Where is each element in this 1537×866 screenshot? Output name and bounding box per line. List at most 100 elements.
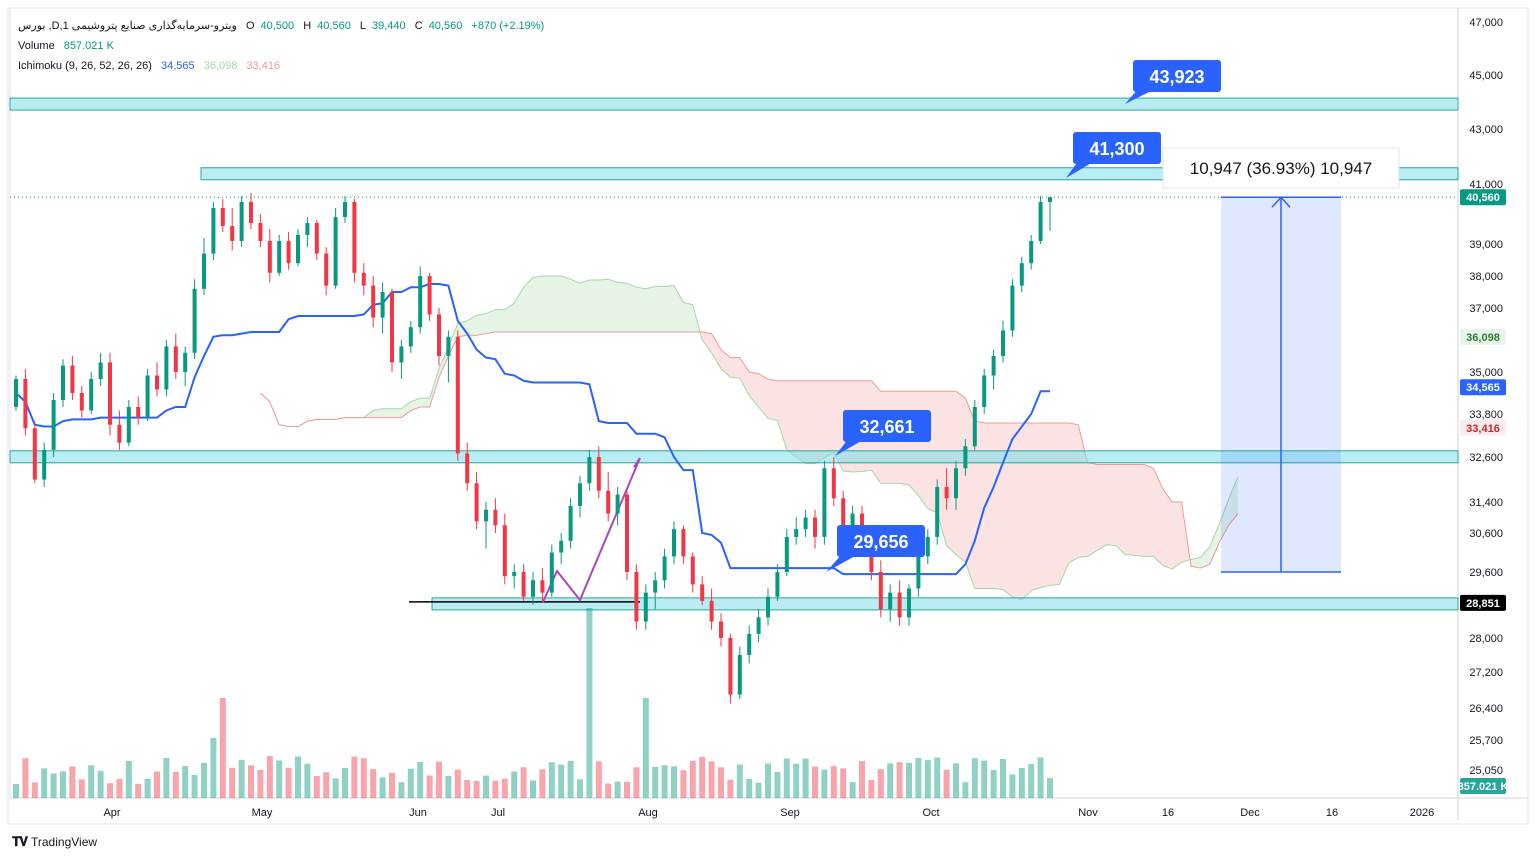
volume-bar <box>426 775 433 798</box>
cloud-segment <box>523 277 533 332</box>
candle-body <box>446 336 451 356</box>
cloud-segment <box>711 333 721 369</box>
price-badge: 857.021 K <box>1458 778 1508 794</box>
volume-bar <box>689 760 696 798</box>
candle-body <box>23 379 28 429</box>
candle-body <box>361 272 366 286</box>
x-tick-label: 16 <box>1162 807 1174 819</box>
y-tick-label: 25,050 <box>1469 765 1503 777</box>
volume-label[interactable]: Volume <box>18 40 55 52</box>
candle-body <box>747 633 752 655</box>
volume-bar <box>1018 767 1025 798</box>
candle-body <box>803 517 808 530</box>
cloud-segment <box>533 276 543 332</box>
candle-body <box>944 487 949 499</box>
cloud-segment <box>514 287 524 332</box>
cloud-segment <box>589 280 599 332</box>
y-tick-label: 30,600 <box>1469 528 1503 540</box>
cloud-segment <box>1209 524 1220 565</box>
volume-bar <box>1028 763 1035 798</box>
volume-bar <box>69 766 76 798</box>
span-b-line <box>260 331 1239 569</box>
volume-bar <box>154 771 160 798</box>
cloud-segment <box>636 287 646 332</box>
volume-bar <box>285 767 292 798</box>
candle-body <box>634 572 639 622</box>
brand-name: TradingView <box>31 835 98 849</box>
volume-bar <box>50 773 57 798</box>
candle-body <box>549 552 554 593</box>
volume-bar <box>144 778 151 798</box>
cloud-segment <box>1040 422 1050 588</box>
volume-bar <box>906 762 912 798</box>
candle-body <box>690 556 695 585</box>
candle-body <box>42 449 47 480</box>
volume-bar <box>868 780 875 798</box>
candle-body <box>427 276 432 315</box>
cloud-segment <box>1125 464 1135 556</box>
volume-bar <box>342 767 348 798</box>
candle-body <box>672 529 676 557</box>
volume-bar <box>642 698 649 798</box>
y-tick-label: 37,000 <box>1469 303 1503 315</box>
volume-bar <box>530 780 536 798</box>
symbol-name[interactable]: بورس ,D,1 ویترو-سرمایه‌گذاری صنایع پتروش… <box>18 20 237 32</box>
footer-brand[interactable]: 𝐓𝐕 TradingView <box>12 834 97 850</box>
volume-bar <box>360 758 367 798</box>
candle-body <box>61 365 65 400</box>
legend-volume-row: Volume 857.021 K <box>18 36 550 56</box>
volume-bar <box>191 774 198 798</box>
cloud-segment <box>561 276 571 332</box>
candle-body <box>108 362 112 425</box>
volume-bar <box>981 760 988 798</box>
cloud-segment <box>1050 422 1060 586</box>
cloud-segment <box>993 422 1003 590</box>
volume-bar <box>1047 778 1053 798</box>
cloud-segment <box>965 398 975 589</box>
cloud-segment <box>796 380 806 464</box>
cloud-segment <box>777 380 787 450</box>
candle-body <box>972 407 977 447</box>
level-callout-box <box>837 525 925 557</box>
volume-bar <box>699 756 706 798</box>
candle-body <box>136 407 141 418</box>
cloud-segment <box>580 280 590 332</box>
cloud-segment <box>617 282 627 332</box>
volume-value: 857.021 K <box>63 40 114 52</box>
cloud-segment <box>551 276 562 332</box>
candle-body <box>653 580 658 593</box>
candle-body <box>869 544 874 572</box>
volume-bar <box>60 771 66 798</box>
candle-body <box>606 490 611 514</box>
candle-body <box>822 468 827 537</box>
level-callout-pointer <box>1125 88 1153 104</box>
ichimoku-label[interactable]: Ichimoku (9, 26, 52, 26, 26) <box>18 60 152 72</box>
cloud-segment <box>937 391 947 546</box>
candle-body <box>51 400 56 450</box>
cloud-segment <box>1031 422 1041 591</box>
volume-bar <box>276 760 283 798</box>
candle-body <box>578 483 582 506</box>
volume-bar <box>407 768 414 798</box>
cloud-segment <box>956 391 966 563</box>
candle-body <box>540 580 545 593</box>
x-tick-label: 2026 <box>1410 807 1434 819</box>
level-callout-box <box>843 410 931 442</box>
candle-body <box>333 217 338 286</box>
cloud-segment <box>805 380 815 464</box>
cloud-segment <box>1219 499 1229 543</box>
volume-bar <box>125 761 132 798</box>
price-badge-box <box>1460 328 1506 345</box>
cloud-segment <box>448 323 458 356</box>
kijun-line <box>15 283 1050 576</box>
cloud-segment <box>974 421 985 589</box>
volume-bar <box>22 758 29 798</box>
cloud-segment <box>1228 476 1238 526</box>
price-badge-label: 28,851 <box>1466 598 1500 610</box>
candle-body <box>502 525 507 577</box>
candle-body <box>662 556 667 581</box>
volume-bar <box>135 783 142 798</box>
candle-body <box>145 375 150 418</box>
price-badge: 40,560 <box>1460 189 1506 206</box>
